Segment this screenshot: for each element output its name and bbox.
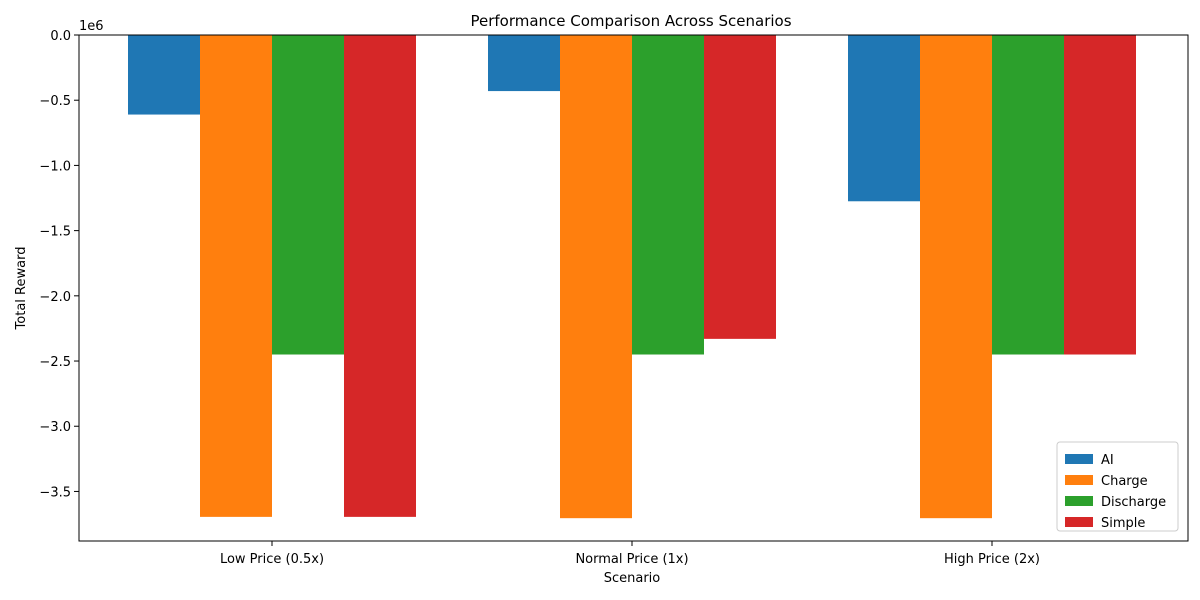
bar-charge-0 [200, 35, 272, 517]
y-tick-label: −3.0 [39, 420, 71, 435]
x-tick-label: High Price (2x) [944, 552, 1040, 567]
bar-ai-0 [128, 35, 200, 115]
legend-label-charge: Charge [1101, 474, 1148, 489]
legend-box [1056, 441, 1179, 532]
bar-charge-2 [920, 35, 992, 519]
bar-simple-1 [704, 35, 776, 339]
x-axis-label: Scenario [604, 571, 661, 586]
y-tick-label: −2.0 [39, 290, 71, 305]
bar-ai-1 [488, 35, 560, 92]
bar-simple-2 [1064, 35, 1136, 355]
legend-label-simple: Simple [1101, 516, 1145, 531]
y-axis-label: Total Reward [14, 247, 29, 331]
y-tick-label: −1.0 [39, 159, 71, 174]
y-tick-label: 0.0 [50, 29, 71, 44]
y-offset-label: 1e6 [79, 19, 104, 34]
bars-layer [128, 35, 1136, 519]
x-tick-label: Normal Price (1x) [575, 552, 688, 567]
bar-charge-1 [560, 35, 632, 519]
x-tick-label: Low Price (0.5x) [220, 552, 324, 567]
legend-swatch-ai [1065, 454, 1093, 464]
bar-ai-2 [848, 35, 920, 202]
bar-discharge-2 [992, 35, 1064, 355]
y-tick-label: −0.5 [39, 94, 71, 109]
y-tick-label: −3.5 [39, 485, 71, 500]
y-tick-label: −2.5 [39, 355, 71, 370]
bar-simple-0 [344, 35, 416, 517]
legend-swatch-simple [1065, 517, 1093, 527]
axes-layer: 0.0 −0.5 −1.0 −1.5 −2.0 −2.5 −3.0 −3.5 Low Price… [39, 29, 1189, 567]
legend-swatch-discharge [1065, 496, 1093, 506]
legend-label-discharge: Discharge [1101, 495, 1166, 510]
legend-label-ai: AI [1101, 453, 1114, 468]
y-tick-label: −1.5 [39, 225, 71, 240]
plot-frame [78, 34, 1189, 542]
legend: AI Charge Discharge Simple [1056, 441, 1179, 532]
bar-discharge-1 [632, 35, 704, 355]
chart-title: Performance Comparison Across Scenarios [470, 12, 791, 30]
bar-discharge-0 [272, 35, 344, 355]
legend-swatch-charge [1065, 475, 1093, 485]
